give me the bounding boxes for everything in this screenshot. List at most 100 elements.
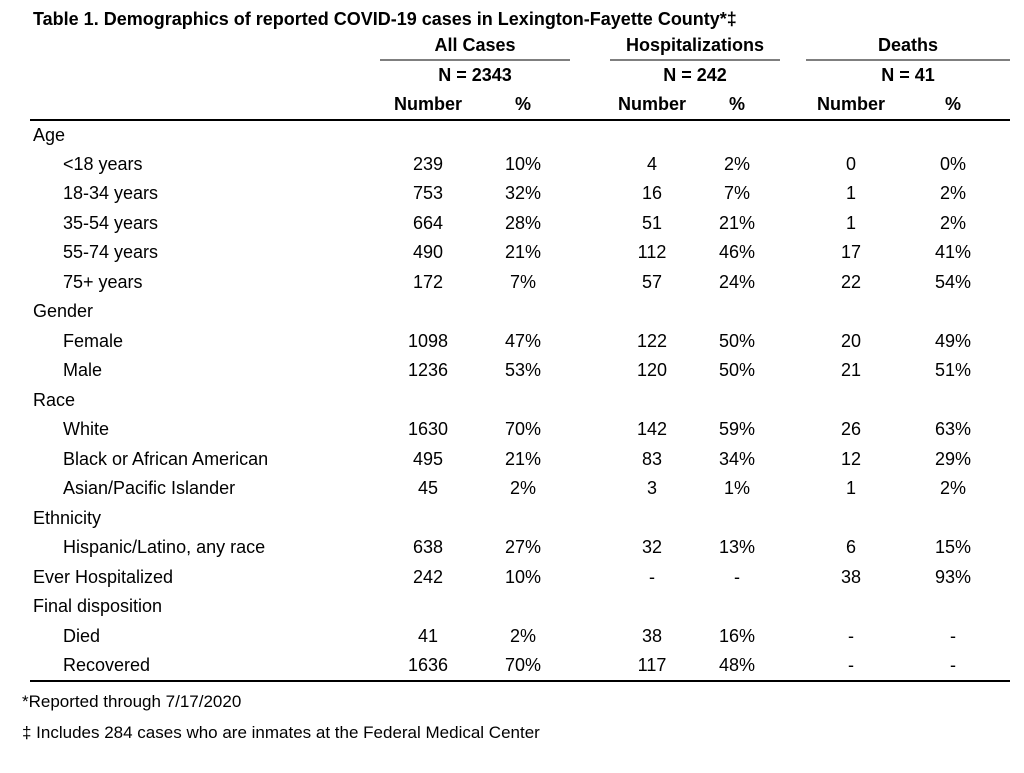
cell-value: 22 — [841, 271, 862, 292]
cell-value: 34% — [719, 448, 756, 469]
cell-value: 50% — [719, 330, 756, 351]
column-gap — [780, 150, 806, 180]
column-gap — [780, 622, 806, 652]
column-header-number: Number — [380, 90, 476, 121]
cell-value: 26 — [841, 419, 862, 440]
row-label: Age — [33, 124, 66, 145]
cell-value: 70% — [504, 419, 542, 440]
table-row: White 1630 70% 142 59% 26 63% — [30, 415, 1010, 445]
table-row: Female 1098 47% 122 50% 20 49% — [30, 327, 1010, 357]
row-label: 18-34 years — [63, 183, 159, 204]
row-label: Black or African American — [63, 448, 269, 469]
column-gap — [570, 415, 610, 445]
cell-value: 1% — [724, 478, 751, 499]
column-gap — [570, 356, 610, 386]
group-header-hospitalizations: Hospitalizations — [610, 33, 781, 61]
column-gap — [780, 445, 806, 475]
row-label: Final disposition — [33, 596, 163, 617]
cell-value: 41% — [935, 242, 972, 263]
cell-value: 239 — [412, 153, 444, 174]
row-label: Race — [33, 389, 76, 410]
column-gap — [780, 33, 806, 60]
column-gap — [780, 563, 806, 593]
cell-value: 21% — [719, 212, 756, 233]
column-gap — [570, 179, 610, 209]
table-row: Died 41 2% 38 16% - - — [30, 622, 1010, 652]
cell-value: 38 — [841, 566, 862, 587]
cell-value: 490 — [412, 242, 444, 263]
cell-value: 21% — [504, 448, 542, 469]
cell-value: 172 — [412, 271, 444, 292]
cell-value: 41 — [417, 625, 439, 646]
row-label: Died — [63, 625, 101, 646]
cell-value: 27% — [504, 537, 542, 558]
cell-value: 47% — [504, 330, 542, 351]
cell-value: - — [848, 625, 855, 646]
cell-value: - — [649, 566, 656, 587]
demographics-table: All Cases Hospitalizations Deaths N = 23… — [30, 33, 1011, 682]
group-header-all-cases: All Cases — [380, 33, 571, 61]
cell-value: 2% — [510, 625, 537, 646]
cell-value: - — [896, 651, 1011, 682]
column-gap — [570, 651, 611, 682]
cell-value: 32 — [642, 537, 663, 558]
column-gap — [780, 268, 806, 298]
column-gap — [570, 563, 610, 593]
row-label: Ethnicity — [33, 507, 102, 528]
cell-value: 2% — [940, 183, 967, 204]
cell-value: 495 — [412, 448, 444, 469]
table-row: 18-34 years 753 32% 16 7% 1 2% — [30, 179, 1010, 209]
row-label: White — [63, 419, 110, 440]
footnote-reported-through: *Reported through 7/17/2020 — [22, 691, 242, 711]
cell-value: 242 — [412, 566, 444, 587]
cell-value: 12 — [841, 448, 862, 469]
column-gap — [570, 474, 610, 504]
cell-value: 48% — [694, 651, 781, 682]
row-label: <18 years — [63, 153, 143, 174]
cell-value: 51% — [935, 360, 972, 381]
cell-value: 17 — [841, 242, 862, 263]
n-count-hospitalizations: N = 242 — [663, 65, 727, 85]
cell-value: 664 — [412, 212, 444, 233]
cell-value: 1098 — [407, 330, 449, 351]
cell-value: 15% — [935, 537, 972, 558]
page: Table 1. Demographics of reported COVID-… — [0, 9, 1024, 773]
cell-value: 70% — [476, 651, 571, 682]
group-header-row: All Cases Hospitalizations Deaths — [30, 33, 1011, 61]
cell-value: 1 — [846, 212, 857, 233]
cell-value: 142 — [636, 419, 668, 440]
cell-value: 7% — [510, 271, 537, 292]
column-gap — [570, 90, 611, 121]
cell-value: 4 — [647, 153, 658, 174]
row-label: Asian/Pacific Islander — [63, 478, 236, 499]
cell-value: 122 — [636, 330, 668, 351]
footnote-federal-medical-center: ‡ Includes 284 cases who are inmates at … — [22, 722, 540, 742]
cell-value: 2% — [510, 478, 537, 499]
group-header-deaths: Deaths — [806, 33, 1011, 61]
cell-value: 1236 — [407, 360, 449, 381]
column-gap — [780, 327, 806, 357]
cell-value: 3 — [647, 478, 658, 499]
cell-value: - — [950, 625, 957, 646]
column-gap — [570, 445, 610, 475]
column-gap — [780, 474, 806, 504]
table-row: 75+ years 172 7% 57 24% 22 54% — [30, 268, 1010, 298]
cell-value: 10% — [504, 153, 542, 174]
table-row-category: Age — [30, 120, 1010, 150]
n-count-all-cases: N = 2343 — [438, 65, 512, 85]
cell-value: 0% — [940, 153, 967, 174]
column-gap — [570, 33, 610, 60]
column-gap — [780, 415, 806, 445]
table-body: Age <18 years 239 10% 4 2% 0 0% 18-34 years 753 32… — [30, 120, 1011, 682]
cell-value: 24% — [719, 271, 756, 292]
column-gap — [780, 533, 806, 563]
column-gap — [570, 622, 610, 652]
cell-value: 13% — [719, 537, 756, 558]
cell-value: 46% — [719, 242, 756, 263]
cell-value: 10% — [504, 566, 542, 587]
cell-value: 6 — [846, 537, 857, 558]
table-row: 55-74 years 490 21% 112 46% 17 41% — [30, 238, 1010, 268]
row-label: Ever Hospitalized — [33, 566, 174, 587]
cell-value: 1 — [846, 478, 857, 499]
cell-value: 753 — [412, 183, 444, 204]
